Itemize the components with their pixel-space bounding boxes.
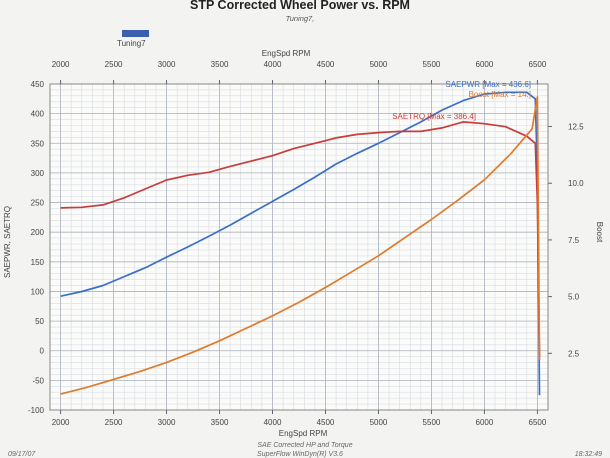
y-tick-left: -50 xyxy=(32,376,44,385)
y-tick-left: 350 xyxy=(31,139,45,148)
x-tick-top: 6000 xyxy=(476,60,494,69)
y-tick-left: 450 xyxy=(31,80,45,89)
x-axis-label-top: EngSpd RPM xyxy=(262,49,311,58)
series-saepwr-line xyxy=(60,91,541,396)
y-axis-label-left: SAEPWR, SAETRQ xyxy=(3,206,12,278)
pwr-annotation: SAEPWR [Max = 436.6] xyxy=(445,80,531,89)
x-tick-bottom: 4500 xyxy=(317,418,335,427)
boost-annotation: Boost [Max = 14.] xyxy=(469,90,531,99)
footer-time: 18:32:49 xyxy=(575,451,602,458)
grid xyxy=(49,83,549,411)
plot-background xyxy=(50,84,548,410)
x-tick-top: 5000 xyxy=(370,60,388,69)
y-tick-right: 12.5 xyxy=(568,123,584,132)
footer-date: 09/17/07 xyxy=(8,451,36,458)
chart-title: STP Corrected Wheel Power vs. RPM xyxy=(190,0,410,12)
y-tick-right: 7.5 xyxy=(568,236,580,245)
x-tick-bottom: 3000 xyxy=(158,418,176,427)
x-tick-bottom: 2000 xyxy=(52,418,70,427)
legend-label: Tuning7 xyxy=(117,39,146,48)
x-tick-top: 4500 xyxy=(317,60,335,69)
y-tick-left: 50 xyxy=(35,317,44,326)
y-axis-label-right: Boost xyxy=(595,222,604,243)
x-axis-sublabel: SAE Corrected HP and Torque xyxy=(257,442,352,449)
x-axis-label-bottom: EngSpd RPM xyxy=(279,429,328,438)
x-tick-bottom: 6500 xyxy=(529,418,547,427)
y-tick-left: 400 xyxy=(31,110,45,119)
y-tick-left: 100 xyxy=(31,287,45,296)
x-tick-bottom: 4000 xyxy=(264,418,282,427)
y-tick-left: 200 xyxy=(31,228,45,237)
series xyxy=(60,91,541,396)
series-boost-line xyxy=(60,96,541,395)
y-tick-left: 0 xyxy=(40,347,45,356)
x-tick-bottom: 3500 xyxy=(211,418,229,427)
x-tick-top: 5500 xyxy=(423,60,441,69)
x-tick-top: 2000 xyxy=(52,60,70,69)
y-tick-left: 150 xyxy=(31,258,45,267)
chart-subtitle: Tuning7, xyxy=(286,14,315,23)
x-tick-bottom: 6000 xyxy=(476,418,494,427)
y-tick-right: 10.0 xyxy=(568,179,584,188)
x-tick-top: 3000 xyxy=(158,60,176,69)
footer-software: SuperFlow WinDyn(R) V3.6 xyxy=(257,451,343,458)
y-tick-left: 300 xyxy=(31,169,45,178)
y-tick-right: 2.5 xyxy=(568,349,580,358)
y-tick-left: -100 xyxy=(28,406,45,415)
x-tick-bottom: 2500 xyxy=(105,418,123,427)
y-tick-right: 5.0 xyxy=(568,293,580,302)
axes: 2000200025002500300030003500350040004000… xyxy=(28,60,584,427)
x-tick-top: 3500 xyxy=(211,60,229,69)
x-tick-top: 4000 xyxy=(264,60,282,69)
x-tick-bottom: 5000 xyxy=(370,418,388,427)
x-tick-top: 6500 xyxy=(529,60,547,69)
trq-annotation: SAETRQ [Max = 386.4] xyxy=(392,112,476,121)
x-tick-top: 2500 xyxy=(105,60,123,69)
legend-swatch xyxy=(122,30,149,37)
plot-frame xyxy=(49,83,549,411)
series-saetrq-line xyxy=(60,121,541,357)
y-tick-left: 250 xyxy=(31,199,45,208)
x-tick-bottom: 5500 xyxy=(423,418,441,427)
